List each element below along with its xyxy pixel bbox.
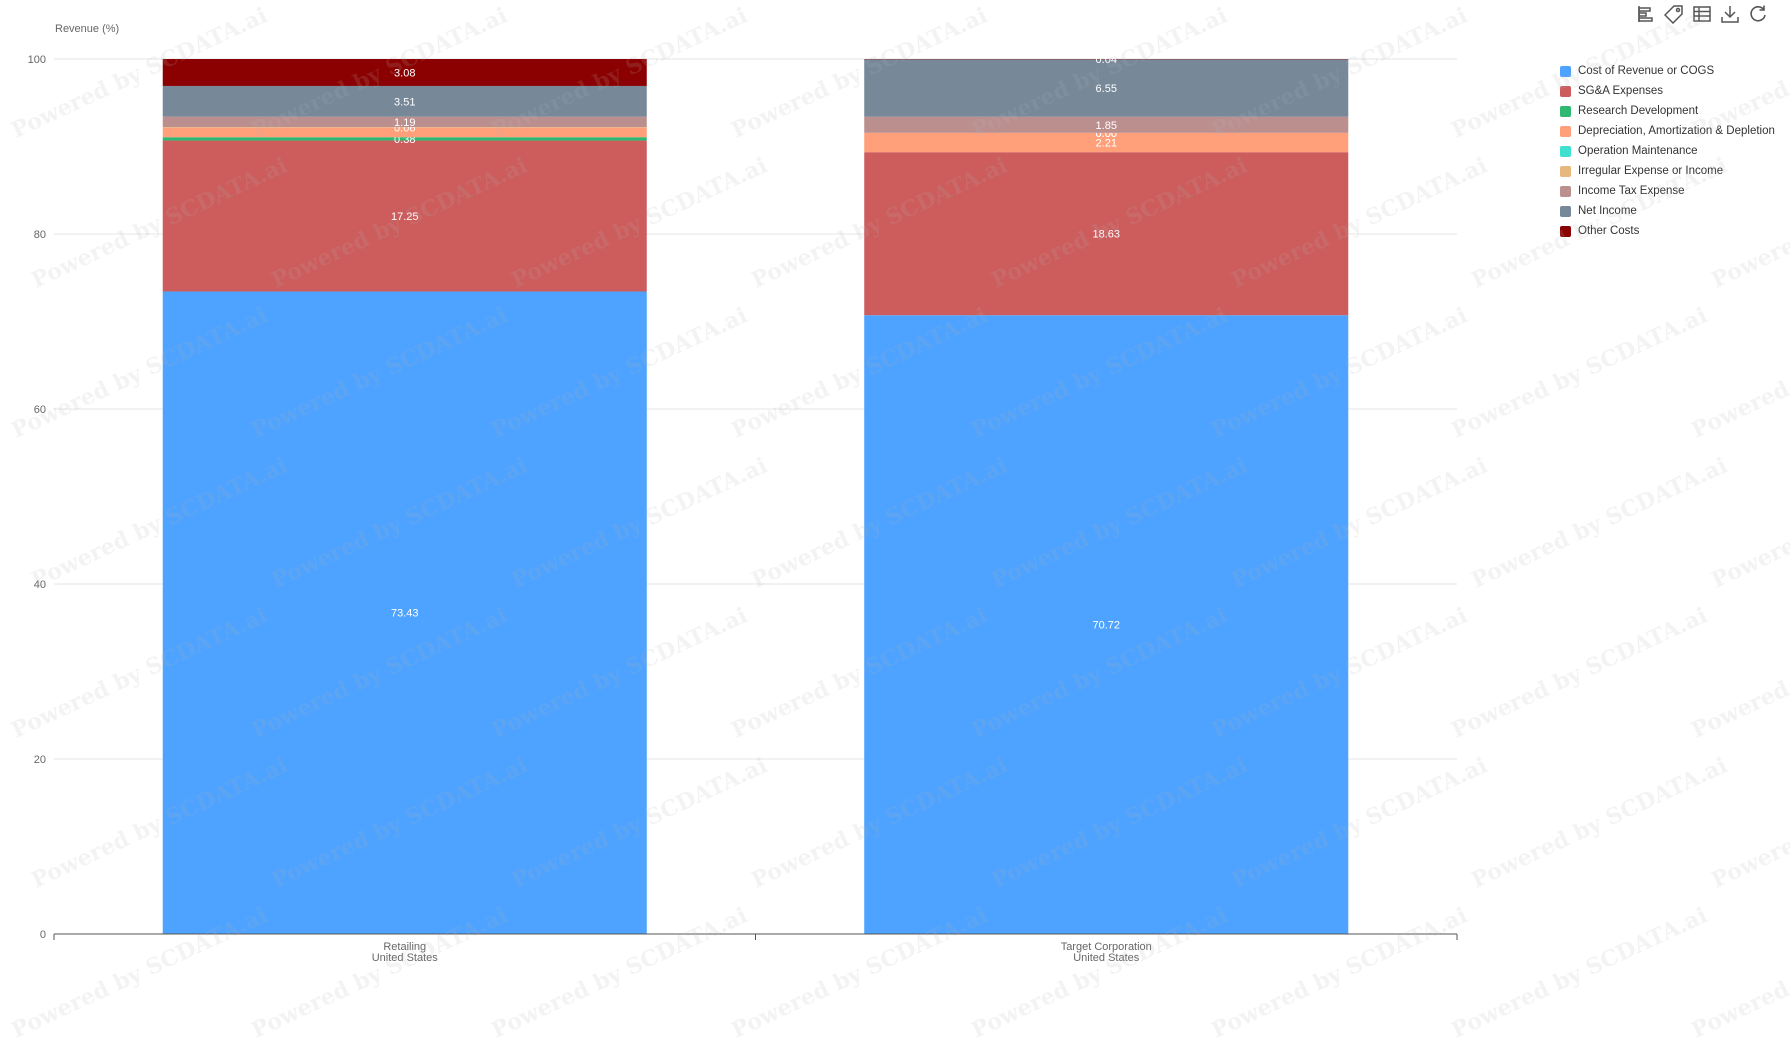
legend-item[interactable]: Income Tax Expense xyxy=(1560,181,1775,201)
legend-label: Net Income xyxy=(1578,205,1637,217)
chart-toolbar xyxy=(1636,4,1768,24)
legend-item[interactable]: Cost of Revenue or COGS xyxy=(1560,61,1775,81)
data-label: 1.19 xyxy=(394,117,415,129)
legend-swatch xyxy=(1560,186,1571,197)
legend-label: Income Tax Expense xyxy=(1578,185,1685,197)
y-tick-label: 20 xyxy=(34,754,46,766)
download-icon[interactable] xyxy=(1720,4,1740,24)
legend-item[interactable]: Depreciation, Amortization & Depletion xyxy=(1560,121,1775,141)
legend-swatch xyxy=(1560,166,1571,177)
y-tick-label: 0 xyxy=(40,929,46,941)
y-tick-label: 40 xyxy=(34,579,46,591)
refresh-icon[interactable] xyxy=(1748,4,1768,24)
x-tick-label-line: United States xyxy=(372,952,439,964)
data-label: 70.72 xyxy=(1092,620,1120,632)
data-label: 0.04 xyxy=(1096,54,1117,66)
legend-swatch xyxy=(1560,106,1571,117)
data-label: 73.43 xyxy=(391,608,419,620)
legend-swatch xyxy=(1560,146,1571,157)
y-axis-title: Revenue (%) xyxy=(55,23,119,35)
data-label: 6.55 xyxy=(1096,83,1117,95)
data-label: 3.51 xyxy=(394,96,415,108)
bar-chart-icon[interactable] xyxy=(1636,4,1656,24)
legend-swatch xyxy=(1560,226,1571,237)
legend-item[interactable]: Research Development xyxy=(1560,101,1775,121)
legend-item[interactable]: Irregular Expense or Income xyxy=(1560,161,1775,181)
data-label: 1.85 xyxy=(1096,120,1117,132)
x-tick-label-line: United States xyxy=(1073,952,1140,964)
legend-label: Depreciation, Amortization & Depletion xyxy=(1578,125,1775,137)
y-tick-label: 60 xyxy=(34,404,46,416)
legend-item[interactable]: Other Costs xyxy=(1560,221,1775,241)
y-tick-label: 80 xyxy=(34,229,46,241)
y-tick-label: 100 xyxy=(28,54,46,66)
chart-legend: Cost of Revenue or COGS SG&A Expenses Rese… xyxy=(1560,61,1775,241)
legend-item[interactable]: Operation Maintenance xyxy=(1560,141,1775,161)
legend-swatch xyxy=(1560,206,1571,217)
data-label: 3.08 xyxy=(394,67,415,79)
legend-label: Research Development xyxy=(1578,105,1698,117)
legend-swatch xyxy=(1560,66,1571,77)
legend-label: Cost of Revenue or COGS xyxy=(1578,65,1714,77)
legend-swatch xyxy=(1560,86,1571,97)
table-icon[interactable] xyxy=(1692,4,1712,24)
data-label: 17.25 xyxy=(391,211,419,223)
legend-label: SG&A Expenses xyxy=(1578,85,1663,97)
legend-item[interactable]: Net Income xyxy=(1560,201,1775,221)
tag-icon[interactable] xyxy=(1664,4,1684,24)
legend-item[interactable]: SG&A Expenses xyxy=(1560,81,1775,101)
legend-label: Operation Maintenance xyxy=(1578,145,1698,157)
legend-label: Irregular Expense or Income xyxy=(1578,165,1723,177)
legend-swatch xyxy=(1560,126,1571,137)
data-label: 18.63 xyxy=(1092,229,1120,241)
legend-label: Other Costs xyxy=(1578,225,1639,237)
